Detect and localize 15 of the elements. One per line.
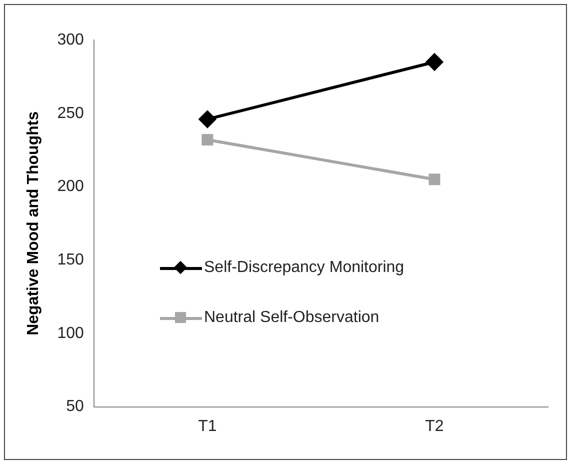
y-axis-title: Negative Mood and Thoughts	[25, 111, 42, 336]
point	[202, 134, 214, 146]
legend-label: Self-Discrepancy Monitoring	[204, 259, 404, 277]
point	[428, 174, 440, 186]
point	[198, 110, 216, 128]
y-tick-label: 250	[57, 104, 84, 122]
point	[426, 54, 443, 71]
x-tick-label: T2	[425, 418, 444, 435]
legend-label: Neutral Self-Observation	[204, 309, 380, 327]
y-tick-label: 300	[57, 31, 84, 48]
y-tick-label: 100	[57, 324, 84, 342]
x-tick-label: T1	[198, 418, 217, 435]
y-tick-label: 50	[66, 398, 84, 416]
y-tick-label: 200	[57, 178, 84, 196]
y-tick-label: 150	[57, 251, 84, 268]
